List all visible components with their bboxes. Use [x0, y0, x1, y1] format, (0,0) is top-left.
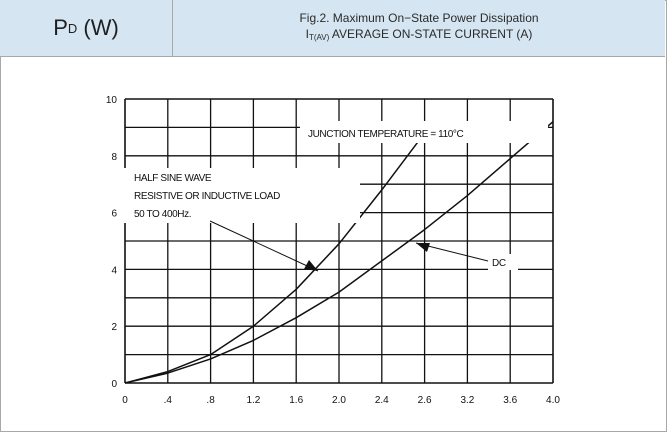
half-sine-label-1: HALF SINE WAVE — [134, 173, 212, 184]
x-tick-label: 2.4 — [375, 395, 389, 406]
plot-area: 0 .4 .8 1.2 1.6 2.0 2.4 2.6 3.2 3.6 4.0 0 2 4 6 8 10 JUN… — [106, 95, 561, 406]
dc-label-bg — [488, 254, 518, 270]
series-line-dc — [124, 121, 554, 384]
header-divider — [0, 56, 665, 57]
half-sine-label-3: 50 TO 400Hz. — [134, 209, 191, 220]
dc-label: DC — [492, 258, 506, 269]
y-tick-label: 10 — [106, 95, 118, 106]
junction-label-bg — [300, 121, 548, 143]
x-tick-label: .8 — [206, 395, 215, 406]
series-line-half-sine — [124, 132, 426, 384]
x-tick-label: 3.2 — [460, 395, 474, 406]
half-sine-leader — [209, 220, 319, 272]
series-layer — [124, 121, 554, 384]
chart-header: Fig.2. Maximum On−State Power Dissipatio… — [173, 0, 665, 56]
annotations: JUNCTION TEMPERATURE = 110°C HALF SINE W… — [120, 121, 548, 272]
x-tick-label: 4.0 — [546, 395, 560, 406]
x-tick-label: 2.0 — [332, 395, 346, 406]
xlabel-rest: AVERAGE ON-STATE CURRENT (A) — [329, 27, 533, 41]
x-tick-label: 0 — [122, 395, 128, 406]
xlabel-main: I — [305, 27, 309, 41]
x-tick-label: 1.6 — [289, 395, 303, 406]
y-tick-label: 6 — [111, 209, 117, 220]
x-tick-label: 3.6 — [503, 395, 517, 406]
ylabel-subscript: D — [67, 20, 78, 36]
y-tick-label: 8 — [111, 152, 117, 163]
x-axis-label: IT(AV) AVERAGE ON-STATE CURRENT (A) — [306, 26, 533, 46]
dc-arrowhead — [416, 243, 430, 252]
x-tick-label: 2.6 — [418, 395, 432, 406]
y-tick-label: 2 — [111, 322, 117, 333]
xlabel-subscript: T(AV) — [308, 33, 330, 42]
tick-labels: 0 .4 .8 1.2 1.6 2.0 2.4 2.6 3.2 3.6 4.0 0 2 4 6 8 10 — [106, 95, 561, 406]
ylabel-unit: (W) — [77, 15, 119, 40]
ylabel-main: P — [53, 15, 68, 40]
half-sine-arrowhead — [304, 260, 318, 271]
y-tick-label: 0 — [111, 379, 117, 390]
x-tick-label: .4 — [164, 395, 173, 406]
half-sine-label-bg — [120, 168, 360, 223]
junction-temperature-label: JUNCTION TEMPERATURE = 110°C — [308, 129, 464, 140]
x-tick-label: 1.2 — [246, 395, 260, 406]
figure-title: Fig.2. Maximum On−State Power Dissipatio… — [299, 11, 539, 25]
y-tick-label: 4 — [111, 265, 117, 276]
half-sine-label-2: RESISTIVE OR INDUCTIVE LOAD — [134, 191, 280, 202]
